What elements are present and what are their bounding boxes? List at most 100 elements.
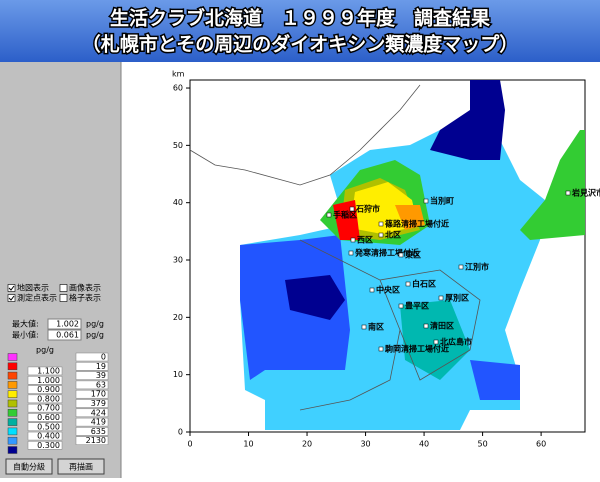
legend-level: 1.100 (37, 366, 60, 375)
legend-count: 2130 (86, 436, 106, 445)
count-box (75, 380, 109, 390)
legend-level: 1.000 (37, 376, 60, 385)
max-unit: pg/g (86, 320, 104, 329)
place-label: 東区 (405, 250, 421, 260)
title-bar (0, 0, 600, 62)
place-label: 南区 (368, 322, 384, 332)
legend-level: 0.400 (37, 432, 60, 441)
checkbox[interactable] (7, 294, 16, 302)
panel-controls: 最大値: 1.002 pg/g 最小値: 0.061 pg/g pg/g (12, 318, 104, 355)
level-box (27, 431, 63, 441)
checkbox[interactable] (59, 284, 68, 292)
legend-level: 0.700 (37, 404, 60, 413)
coastline (189, 84, 421, 186)
axis-unit: km (172, 70, 185, 79)
max-label: 最大値: (12, 319, 39, 329)
legend-swatch (7, 399, 18, 408)
place-label: 豊平区 (405, 301, 429, 311)
min-label: 最小値: (12, 330, 39, 340)
x-tick-label: 60 (536, 440, 546, 449)
max-box (47, 318, 82, 330)
place-label: 篠路清掃工場付近 (385, 219, 449, 229)
place-marker (378, 232, 384, 238)
place-label: 手稲区 (333, 210, 357, 220)
y-tick-label: 0 (178, 428, 183, 437)
y-tick-label: 60 (173, 84, 183, 93)
legend-swatch (7, 362, 18, 371)
legend-count: 39 (96, 371, 106, 380)
place-label: 発寒清掃工場付近 (354, 248, 419, 258)
legend-unit: pg/g (36, 346, 54, 355)
checkbox-label: 画像表示 (69, 283, 101, 293)
legend-swatch (7, 436, 18, 445)
place-marker (369, 287, 375, 293)
button[interactable] (57, 458, 105, 475)
place-marker (423, 323, 429, 329)
checkbox-label: 格子表示 (69, 293, 101, 303)
place-marker (398, 303, 404, 309)
legend-swatch (7, 409, 18, 417)
place-marker (378, 221, 384, 227)
place-label: 厚別区 (445, 294, 469, 303)
boundary (379, 269, 481, 381)
place-marker (398, 252, 404, 258)
place-label: 石狩市 (355, 204, 380, 214)
x-tick-label: 20 (302, 440, 312, 449)
legend-swatch (7, 353, 18, 361)
place-labels: 石狩市 当別町 北区 東区 発寒清掃工場付近 篠路清掃工場付近 江別市 白石区 … (333, 188, 600, 354)
count-box (75, 399, 109, 408)
legend-swatch (7, 390, 18, 398)
legend-swatch (7, 418, 18, 426)
x-tick-label: 10 (243, 440, 253, 449)
place-marker (350, 237, 356, 243)
count-box (75, 389, 109, 399)
checkbox[interactable] (59, 294, 68, 302)
count-box (75, 436, 109, 445)
min-value: 0.061 (56, 331, 79, 340)
legend-count: 379 (91, 399, 106, 408)
place-marker (348, 250, 354, 256)
legend-swatch (7, 371, 18, 380)
place-marker (458, 264, 464, 270)
place-marker (349, 206, 355, 212)
button[interactable] (5, 458, 53, 475)
level-box (27, 394, 63, 404)
legend-level: 0.500 (37, 422, 60, 431)
button-label[interactable]: 再描画 (69, 462, 93, 472)
place-marker (361, 324, 367, 330)
legend-count: 424 (91, 408, 106, 417)
place-marker (565, 190, 571, 196)
place-label: 中央区 (376, 285, 400, 295)
legend-count: 419 (91, 418, 106, 427)
min-box (47, 329, 82, 341)
legend-count: 635 (91, 427, 106, 436)
x-tick-label: 0 (187, 440, 192, 449)
title: 生活クラブ北海道 １９９９年度 調査結果 (110, 7, 490, 30)
legend-level: 0.800 (37, 394, 60, 403)
button-label[interactable]: 自動分級 (13, 462, 45, 472)
zone (395, 205, 425, 230)
x-tick-label: 40 (419, 440, 429, 449)
place-marker (423, 198, 429, 204)
legend-level: 0.600 (37, 413, 60, 422)
zone (285, 275, 345, 320)
y-tick-label: 20 (173, 313, 183, 322)
y-tick-label: 30 (173, 256, 183, 265)
count-box (75, 427, 109, 436)
place-label: 北広島市 (440, 337, 472, 347)
legend-level: 0.900 (37, 385, 60, 394)
x-tick-label: 30 (360, 440, 370, 449)
place-label: 北区 (385, 230, 401, 240)
zone (520, 130, 585, 240)
zone (470, 360, 520, 400)
place-marker (438, 295, 444, 301)
checkmark (8, 295, 15, 301)
level-box (27, 385, 63, 394)
checkbox[interactable] (7, 284, 16, 292)
min-unit: pg/g (86, 331, 104, 340)
place-label: 白石区 (412, 279, 436, 289)
place-label: 当別町 (430, 196, 454, 206)
level-box (27, 376, 63, 385)
zone (350, 182, 418, 234)
